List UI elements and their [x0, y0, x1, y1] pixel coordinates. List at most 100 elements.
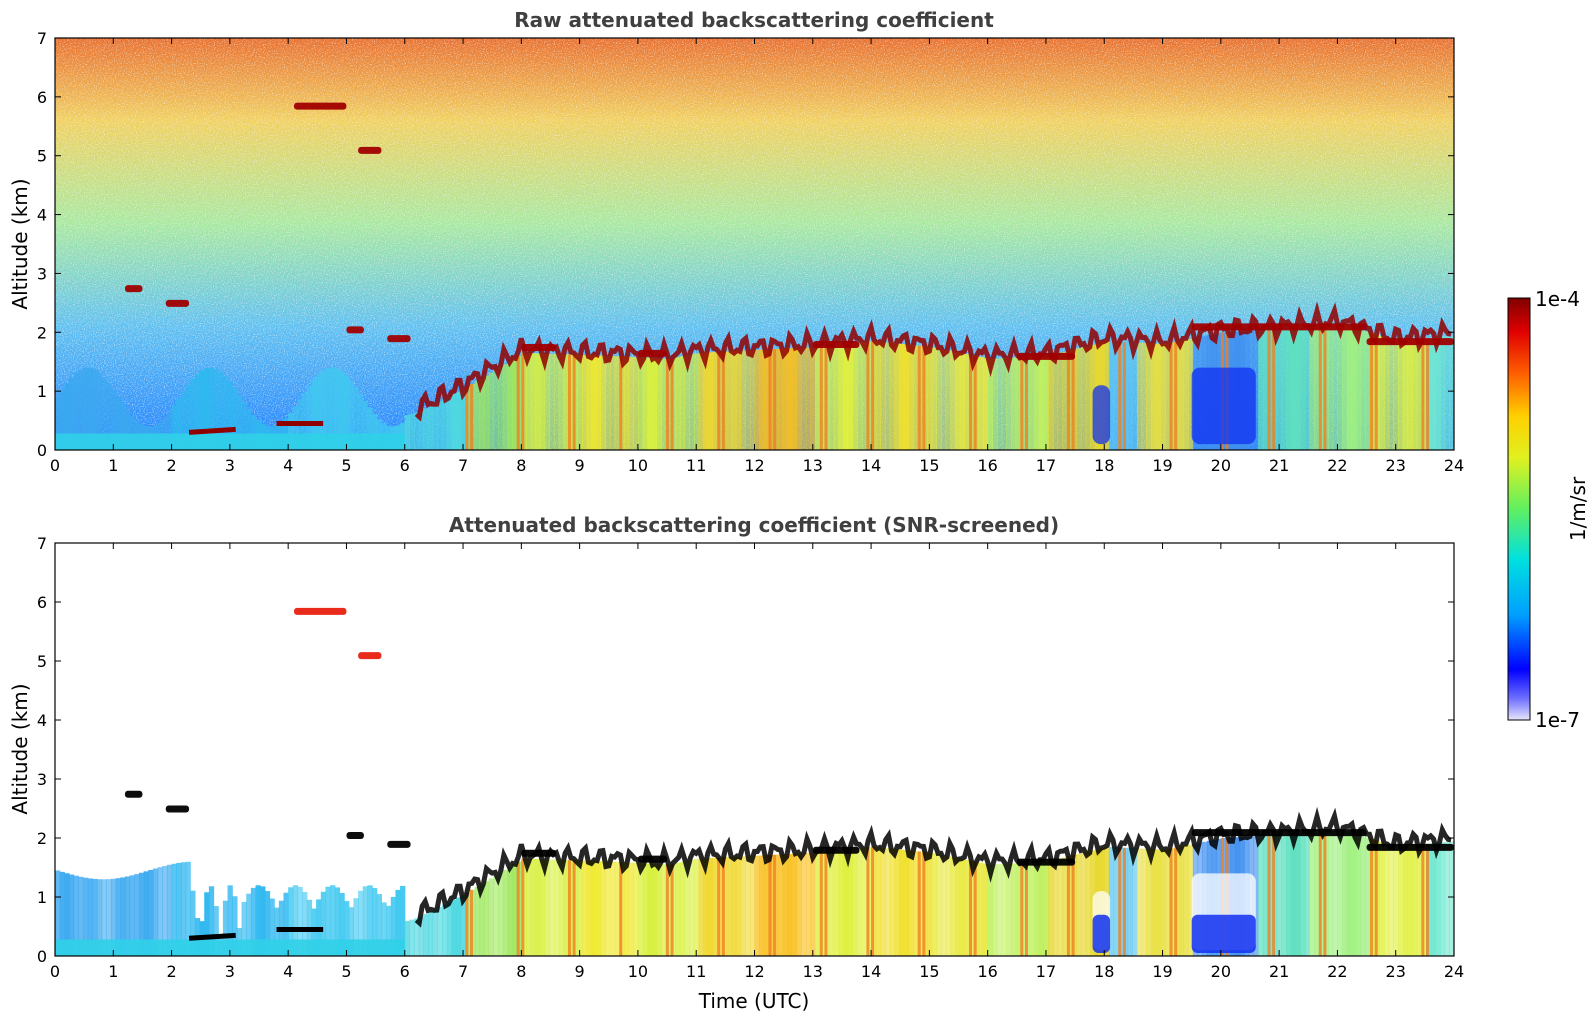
boundary-layer-column: [936, 854, 942, 956]
boundary-layer-column: [1038, 861, 1045, 956]
boundary-layer-column: [913, 345, 919, 450]
x-tick-label: 9: [575, 962, 585, 981]
cloud-layer-3: [165, 299, 190, 307]
boundary-layer-column: [180, 391, 187, 450]
boundary-layer-column: [553, 859, 560, 956]
boundary-layer-column: [1164, 343, 1171, 450]
boundary-layer-column: [344, 375, 350, 450]
aerosol-streak: [567, 860, 571, 956]
boundary-layer-column: [479, 884, 485, 956]
boundary-layer-column: [68, 377, 75, 450]
aerosol-streak: [1024, 356, 1028, 450]
boundary-layer-column: [647, 357, 653, 450]
boundary-layer-column: [96, 372, 103, 450]
aerosol-streak: [465, 892, 469, 956]
boundary-layer-column: [908, 344, 914, 450]
boundary-layer-column: [684, 861, 690, 956]
aerosol-streak: [1020, 357, 1024, 450]
boundary-layer-column: [1164, 849, 1171, 956]
boundary-layer-column: [1262, 835, 1269, 956]
boundary-layer-column: [941, 855, 947, 956]
y-tick-label: 1: [37, 382, 47, 401]
boundary-layer-column: [451, 899, 457, 956]
boundary-layer-column: [446, 396, 452, 450]
boundary-layer-column: [456, 391, 462, 450]
aerosol-streak: [516, 355, 520, 450]
boundary-layer-column: [530, 353, 536, 450]
boundary-layer-column: [1393, 846, 1399, 956]
boundary-layer-column: [353, 386, 359, 450]
aerosol-streak: [717, 857, 721, 956]
boundary-layer-column: [829, 851, 835, 956]
boundary-layer-column: [180, 862, 187, 956]
boundary-layer-column: [549, 859, 555, 956]
boundary-layer-column: [1160, 343, 1166, 450]
boundary-layer-column: [502, 869, 508, 956]
boundary-layer-column: [745, 856, 751, 956]
boundary-layer-column: [633, 862, 639, 956]
y-tick-label: 6: [37, 593, 47, 612]
boundary-layer-column: [955, 857, 961, 956]
boundary-layer-column: [1010, 863, 1017, 956]
boundary-layer-column: [1178, 846, 1185, 956]
cloud-layer-9: [1016, 352, 1076, 360]
boundary-layer-column: [600, 861, 606, 956]
boundary-layer-column: [339, 893, 345, 956]
boundary-layer-column: [134, 874, 140, 956]
boundary-layer-column: [106, 879, 112, 956]
boundary-layer-column: [1015, 357, 1021, 450]
x-tick-label: 6: [400, 456, 410, 475]
boundary-layer-column: [241, 902, 247, 956]
clear-air-gap-base-1: [1191, 914, 1256, 954]
boundary-layer-column: [782, 854, 788, 956]
cloud-layer-8: [812, 846, 860, 854]
boundary-layer-column: [754, 349, 760, 450]
boundary-layer-column: [735, 856, 742, 956]
boundary-layer-column: [190, 378, 196, 450]
boundary-layer-column: [1388, 844, 1394, 956]
aerosol-streak: [721, 351, 725, 450]
boundary-layer-column: [59, 871, 65, 956]
cloud-layer-7: [637, 855, 668, 863]
boundary-layer-column: [129, 415, 135, 450]
boundary-layer-column: [978, 356, 984, 450]
boundary-layer-column: [507, 361, 513, 450]
boundary-layer-column: [661, 358, 667, 450]
boundary-layer-column: [1080, 852, 1087, 956]
boundary-layer-column: [1342, 324, 1348, 450]
boundary-layer-column: [498, 872, 504, 956]
aerosol-streak: [670, 863, 674, 956]
boundary-layer-column: [1304, 326, 1311, 450]
surface-layer: [55, 433, 405, 450]
x-tick-label: 10: [628, 962, 648, 981]
cloud-layer-11: [1366, 338, 1454, 346]
x-tick-label: 6: [400, 962, 410, 981]
boundary-layer-column: [852, 342, 858, 450]
cloud-layer-9: [1016, 858, 1076, 866]
boundary-layer-column: [362, 400, 369, 450]
boundary-layer-column: [1132, 848, 1138, 956]
boundary-layer-column: [87, 878, 93, 956]
boundary-layer-column: [190, 890, 196, 956]
x-tick-label: 23: [1386, 456, 1406, 475]
x-tick-label: 21: [1269, 456, 1289, 475]
boundary-layer-column: [535, 353, 541, 450]
boundary-layer-column: [120, 403, 126, 450]
y-tick-label: 0: [37, 947, 47, 966]
boundary-layer-column: [1062, 351, 1068, 450]
boundary-layer-column: [414, 412, 420, 450]
aerosol-streak: [917, 345, 921, 450]
boundary-layer-column: [498, 367, 504, 450]
bottom-y-axis-label: Altitude (km): [8, 683, 32, 814]
boundary-layer-column: [595, 861, 602, 956]
boundary-layer-column: [1342, 830, 1348, 956]
boundary-layer-column: [1052, 354, 1059, 450]
aerosol-streak: [1421, 844, 1425, 956]
boundary-layer-column: [264, 891, 271, 956]
boundary-layer-column: [1407, 339, 1413, 450]
aerosol-streak: [871, 846, 875, 956]
boundary-layer-column: [978, 862, 984, 956]
boundary-layer-column: [577, 860, 583, 956]
boundary-layer-column: [213, 368, 219, 450]
boundary-layer-column: [1127, 848, 1133, 956]
